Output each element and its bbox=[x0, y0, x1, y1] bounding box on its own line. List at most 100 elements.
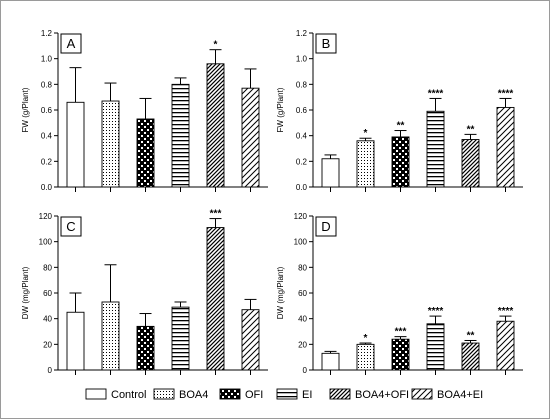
y-tick-label: 0.2 bbox=[41, 157, 53, 166]
legend-label: BOA4+OFI bbox=[355, 389, 409, 401]
bar-boa4-ofi bbox=[461, 139, 480, 188]
y-tick-label: 0.8 bbox=[296, 80, 308, 89]
bar-ofi bbox=[391, 338, 410, 371]
legend-swatch bbox=[411, 388, 433, 400]
legend-swatch bbox=[153, 388, 175, 400]
y-tick-label: 40 bbox=[298, 315, 307, 324]
panel-label: D bbox=[321, 219, 330, 234]
legend-label: EI bbox=[302, 389, 312, 401]
y-tick-label: 20 bbox=[43, 340, 52, 349]
panel-label-box bbox=[315, 33, 337, 54]
y-tick-label: 0.0 bbox=[296, 183, 308, 192]
bar-ei bbox=[426, 323, 445, 371]
bar-boa4 bbox=[101, 100, 120, 188]
legend-item: EI bbox=[276, 388, 312, 401]
legend-swatch bbox=[329, 388, 351, 400]
bar-boa4-ei bbox=[241, 87, 260, 188]
bar-boa4 bbox=[101, 301, 120, 371]
bar-ofi bbox=[136, 118, 155, 188]
y-axis-label: DW (mg/Plant) bbox=[21, 266, 30, 319]
bar-boa4-ei bbox=[496, 320, 515, 371]
legend-label: OFI bbox=[245, 389, 263, 401]
y-tick-label: 0.6 bbox=[296, 106, 308, 115]
y-tick-label: 0.6 bbox=[41, 106, 53, 115]
y-tick-label: 120 bbox=[294, 212, 308, 221]
panel-c: 0 20 40 60 80 100 120 DW (mg/Plant) C *** bbox=[21, 209, 268, 375]
y-tick-label: 100 bbox=[294, 238, 308, 247]
legend-item: OFI bbox=[219, 388, 263, 401]
y-tick-label: 60 bbox=[298, 289, 307, 298]
significance-label: **** bbox=[428, 306, 444, 317]
significance-label: ** bbox=[467, 124, 475, 135]
legend: Control BOA4 OFI EI BOA4+OFI BOA4+EI bbox=[85, 388, 483, 401]
y-tick-label: 1.2 bbox=[41, 29, 53, 38]
y-tick-label: 100 bbox=[39, 238, 53, 247]
significance-label: * bbox=[364, 333, 368, 344]
legend-label: BOA4 bbox=[179, 389, 208, 401]
bar-boa4-ofi bbox=[461, 342, 480, 371]
y-tick-label: 0.4 bbox=[296, 132, 308, 141]
bar-boa4-ofi bbox=[206, 63, 225, 188]
y-tick-label: 0.4 bbox=[41, 132, 53, 141]
legend-item: Control bbox=[85, 388, 146, 401]
significance-label: * bbox=[364, 128, 368, 139]
y-tick-label: 1.0 bbox=[296, 55, 308, 64]
significance-label: *** bbox=[210, 209, 222, 220]
bar-ofi bbox=[136, 325, 155, 371]
legend-swatch bbox=[219, 388, 241, 400]
bar-ei bbox=[171, 306, 190, 371]
y-tick-label: 1.2 bbox=[296, 29, 308, 38]
panel-b: 0.00.20.40.60.81.01.2FW (g/Plant)B******… bbox=[276, 29, 523, 192]
bar-control bbox=[66, 101, 85, 188]
bar-ofi bbox=[391, 136, 410, 188]
significance-label: **** bbox=[428, 88, 444, 99]
bar-control bbox=[321, 352, 340, 371]
y-axis-label: FW (g/Plant) bbox=[21, 87, 30, 132]
legend-label: BOA4+EI bbox=[437, 389, 483, 401]
y-tick-label: 0 bbox=[303, 366, 308, 375]
bar-ei bbox=[171, 83, 190, 188]
y-tick-label: 0.2 bbox=[296, 157, 308, 166]
legend-item: BOA4+OFI bbox=[329, 388, 409, 401]
panel-label-box bbox=[60, 216, 82, 237]
significance-label: ** bbox=[397, 121, 405, 132]
bar-boa4-ei bbox=[496, 106, 515, 188]
panel-label: B bbox=[322, 36, 331, 51]
y-tick-label: 0.0 bbox=[41, 183, 53, 192]
panel-label: A bbox=[67, 36, 76, 51]
y-tick-label: 80 bbox=[43, 263, 52, 272]
legend-label: Control bbox=[111, 389, 146, 401]
y-tick-label: 40 bbox=[43, 315, 52, 324]
y-tick-label: 60 bbox=[43, 289, 52, 298]
bar-boa4-ei bbox=[241, 309, 260, 371]
y-axis-label: FW (g/Plant) bbox=[276, 87, 285, 132]
legend-swatch bbox=[276, 388, 298, 400]
significance-label: **** bbox=[498, 306, 514, 317]
bar-boa4 bbox=[356, 140, 375, 188]
bar-control bbox=[321, 158, 340, 188]
bar-control bbox=[66, 311, 85, 371]
panel-label: C bbox=[66, 219, 75, 234]
bar-boa4-ofi bbox=[206, 227, 225, 371]
significance-label: ** bbox=[467, 330, 475, 341]
y-tick-label: 80 bbox=[298, 263, 307, 272]
y-tick-label: 120 bbox=[39, 212, 53, 221]
significance-label: *** bbox=[395, 327, 407, 338]
legend-item: BOA4 bbox=[153, 388, 208, 401]
legend-item: BOA4+EI bbox=[411, 388, 483, 401]
significance-label: **** bbox=[498, 88, 514, 99]
panel-label-box bbox=[315, 216, 337, 237]
y-tick-label: 0.8 bbox=[41, 80, 53, 89]
y-tick-label: 20 bbox=[298, 340, 307, 349]
y-tick-label: 1.0 bbox=[41, 55, 53, 64]
bar-boa4 bbox=[356, 343, 375, 371]
significance-label: * bbox=[214, 40, 218, 51]
bar-ei bbox=[426, 110, 445, 188]
y-tick-label: 0 bbox=[48, 366, 53, 375]
y-axis-label: DW (mg/Plant) bbox=[276, 266, 285, 319]
legend-swatch bbox=[85, 388, 107, 400]
panel-a: 0.0 0.2 0.4 0.6 0.8 1.0 1.2 FW (g/Plant) A * bbox=[21, 29, 268, 192]
panel-label-box bbox=[60, 33, 82, 54]
